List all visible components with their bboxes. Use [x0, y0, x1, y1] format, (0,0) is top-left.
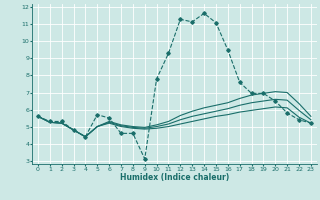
X-axis label: Humidex (Indice chaleur): Humidex (Indice chaleur)	[120, 173, 229, 182]
